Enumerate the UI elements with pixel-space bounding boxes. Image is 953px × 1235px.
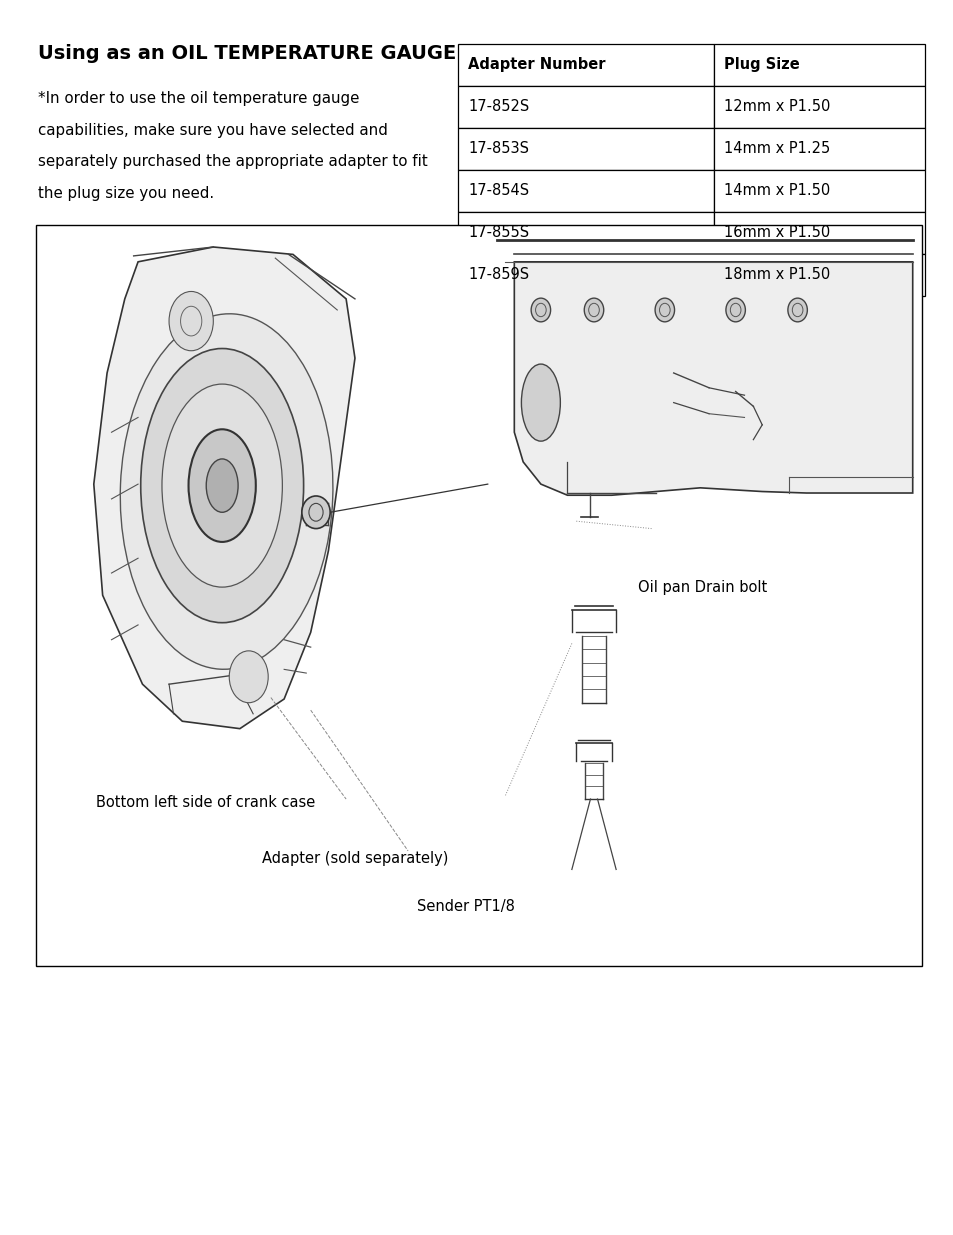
Ellipse shape: [787, 298, 806, 322]
Bar: [713, 128, 924, 170]
Ellipse shape: [725, 298, 744, 322]
Bar: [713, 254, 924, 296]
Bar: [457, 86, 713, 128]
Ellipse shape: [521, 364, 559, 441]
Ellipse shape: [189, 430, 255, 542]
Text: 18mm x P1.50: 18mm x P1.50: [723, 267, 829, 283]
Polygon shape: [93, 247, 355, 729]
Bar: [457, 254, 713, 296]
Text: 16mm x P1.50: 16mm x P1.50: [723, 225, 829, 241]
Text: Sender PT1/8: Sender PT1/8: [416, 899, 515, 914]
Ellipse shape: [301, 496, 330, 529]
Text: 17-852S: 17-852S: [468, 99, 529, 115]
Ellipse shape: [169, 291, 213, 351]
Bar: [457, 212, 713, 254]
Ellipse shape: [206, 459, 238, 513]
Bar: [457, 43, 713, 86]
Text: the plug size you need.: the plug size you need.: [38, 185, 214, 201]
Text: 17-853S: 17-853S: [468, 141, 529, 157]
Text: Bottom left side of crank case: Bottom left side of crank case: [96, 795, 315, 810]
Bar: [713, 43, 924, 86]
Text: 17-855S: 17-855S: [468, 225, 529, 241]
Ellipse shape: [583, 298, 603, 322]
Ellipse shape: [229, 651, 268, 703]
Text: Plug Size: Plug Size: [723, 57, 799, 73]
Ellipse shape: [655, 298, 674, 322]
Bar: [713, 170, 924, 212]
Text: Using as an OIL TEMPERATURE GAUGE: Using as an OIL TEMPERATURE GAUGE: [38, 43, 456, 63]
Text: Oil pan Drain bolt: Oil pan Drain bolt: [638, 580, 767, 595]
Ellipse shape: [531, 298, 550, 322]
Ellipse shape: [141, 348, 303, 622]
Bar: [457, 128, 713, 170]
Text: 14mm x P1.25: 14mm x P1.25: [723, 141, 829, 157]
Ellipse shape: [120, 314, 333, 669]
Text: 17-859S: 17-859S: [468, 267, 529, 283]
Text: separately purchased the appropriate adapter to fit: separately purchased the appropriate ada…: [38, 154, 428, 169]
Bar: [713, 86, 924, 128]
Text: 12mm x P1.50: 12mm x P1.50: [723, 99, 830, 115]
Text: capabilities, make sure you have selected and: capabilities, make sure you have selecte…: [38, 124, 388, 138]
Text: Adapter Number: Adapter Number: [468, 57, 605, 73]
Text: Adapter (sold separately): Adapter (sold separately): [262, 851, 448, 866]
Text: 14mm x P1.50: 14mm x P1.50: [723, 183, 829, 199]
Ellipse shape: [162, 384, 282, 587]
Bar: [36, 225, 921, 966]
Polygon shape: [514, 262, 912, 495]
Text: 17-854S: 17-854S: [468, 183, 529, 199]
Bar: [713, 212, 924, 254]
Bar: [457, 170, 713, 212]
Text: *In order to use the oil temperature gauge: *In order to use the oil temperature gau…: [38, 91, 359, 106]
